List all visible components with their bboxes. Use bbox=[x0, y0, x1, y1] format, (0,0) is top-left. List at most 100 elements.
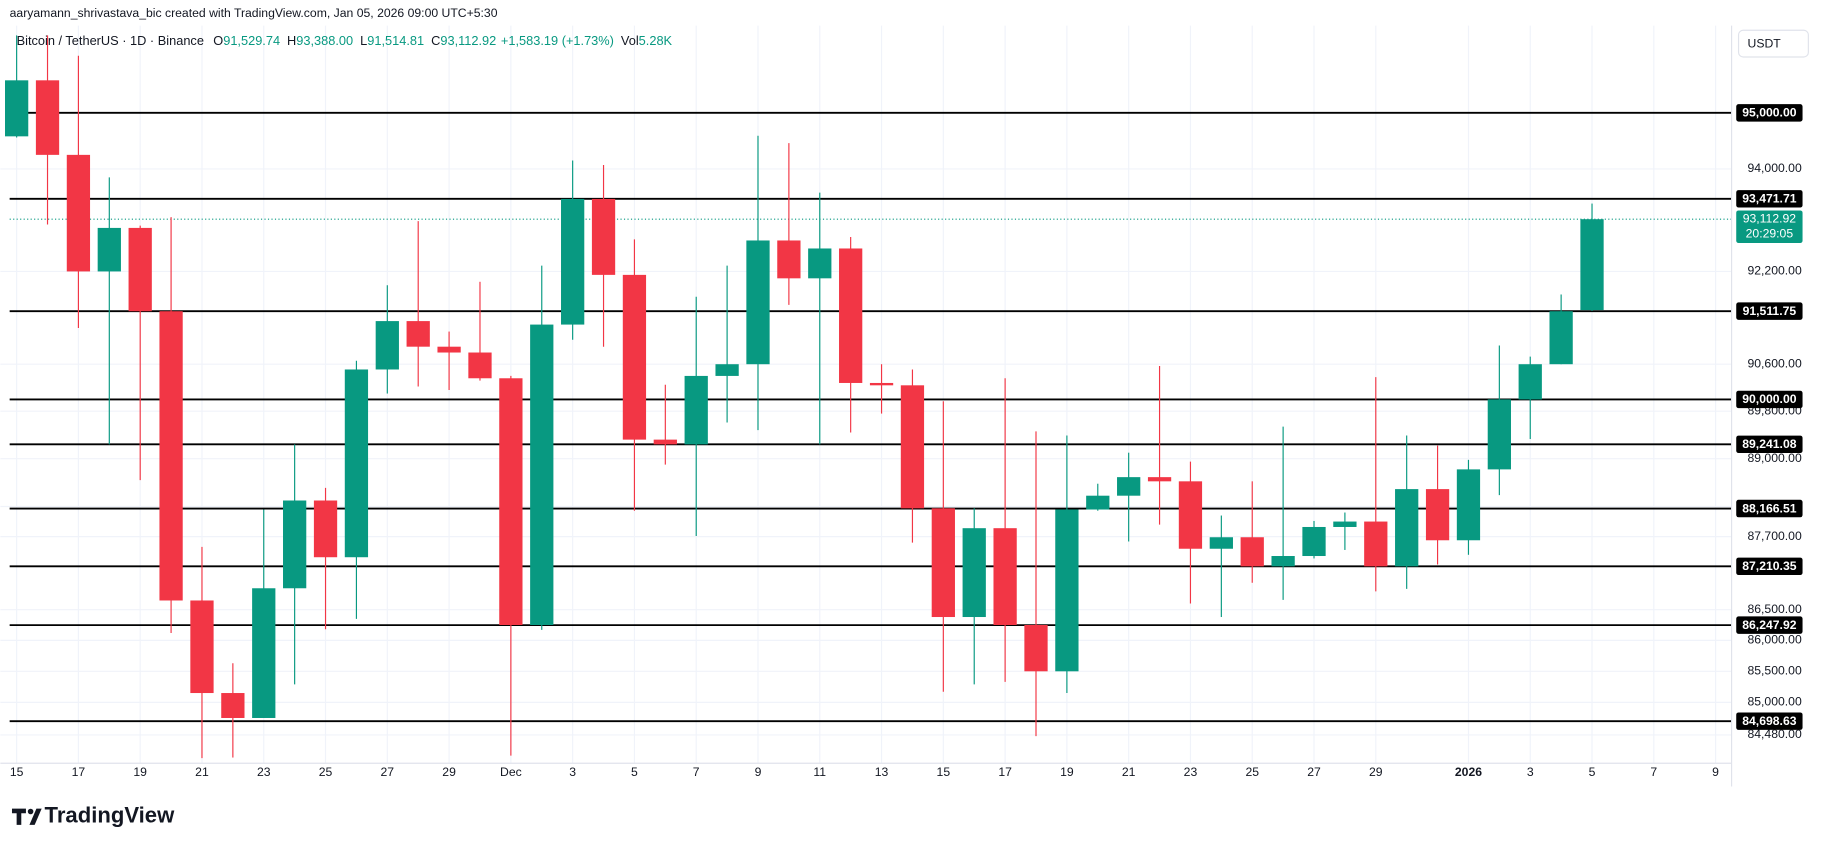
x-tick-label: 13 bbox=[875, 765, 889, 779]
volume-value: 5.28K bbox=[639, 33, 673, 48]
candle-body bbox=[839, 248, 863, 383]
x-tick-label: 15 bbox=[937, 765, 951, 779]
candle-body bbox=[499, 378, 523, 626]
candle-body bbox=[1024, 625, 1048, 672]
candle-layer bbox=[5, 35, 1604, 759]
x-tick-label: 9 bbox=[1712, 765, 1719, 779]
y-tick-label: 92,200.00 bbox=[1747, 264, 1802, 278]
level-label-box bbox=[1736, 616, 1803, 634]
x-tick-label: 7 bbox=[1650, 765, 1657, 779]
x-tick-label: 23 bbox=[257, 765, 271, 779]
ohlc-key: O bbox=[213, 33, 223, 48]
attribution: aaryamann_shrivastava_bic created with T… bbox=[10, 6, 498, 20]
watermark-logo bbox=[11, 808, 42, 825]
level-label: 84,698.63 bbox=[1742, 714, 1797, 728]
x-tick-label: 19 bbox=[1060, 765, 1074, 779]
candle-body bbox=[1487, 399, 1511, 470]
level-label-box bbox=[1736, 302, 1803, 320]
candle-body bbox=[283, 500, 307, 589]
x-tick-label: 27 bbox=[381, 765, 395, 779]
x-tick-label: 27 bbox=[1307, 765, 1321, 779]
candle-body bbox=[931, 508, 955, 618]
y-tick-label: 94,000.00 bbox=[1747, 161, 1802, 175]
x-tick-label: 23 bbox=[1184, 765, 1198, 779]
level-label: 90,000.00 bbox=[1742, 392, 1797, 406]
level-label: 89,241.08 bbox=[1742, 437, 1797, 451]
x-tick-label: 11 bbox=[813, 765, 826, 779]
candle-body bbox=[715, 364, 739, 376]
candle-body bbox=[1425, 489, 1450, 541]
axis-layer: 15 17 19 21 23 25 27 29 Dec 3 5 7 9 11 13 15 17 19 21 23 25 2… bbox=[10, 104, 1803, 779]
candle-body bbox=[313, 500, 338, 558]
candle-body bbox=[1302, 526, 1326, 557]
x-tick-label: 7 bbox=[693, 765, 700, 779]
candle-body bbox=[1209, 537, 1233, 549]
last-price-label: 93,112.92 bbox=[1743, 211, 1797, 225]
candle-body bbox=[622, 274, 647, 440]
candle-body bbox=[869, 382, 894, 386]
y-tick-label: 85,500.00 bbox=[1747, 664, 1802, 678]
candle-body bbox=[777, 240, 801, 279]
candle-body bbox=[159, 311, 183, 601]
candle-body bbox=[35, 80, 60, 155]
level-label-box bbox=[1736, 104, 1803, 122]
last-price-box bbox=[1736, 210, 1803, 244]
candle-body bbox=[653, 439, 677, 445]
level-label: 93,471.71 bbox=[1742, 192, 1797, 206]
level-label: 88,166.51 bbox=[1742, 501, 1797, 515]
candle-body bbox=[993, 528, 1017, 626]
x-tick-label: 17 bbox=[72, 765, 86, 779]
candle-body bbox=[1055, 509, 1079, 672]
ohlc-value: 91,529.74 bbox=[223, 33, 280, 48]
candle-body bbox=[1271, 556, 1295, 567]
x-tick-label: 2026 bbox=[1455, 765, 1482, 779]
candle-body bbox=[437, 346, 461, 353]
candle-body bbox=[1364, 521, 1388, 567]
level-label: 86,247.92 bbox=[1742, 618, 1797, 632]
candle-body bbox=[5, 80, 29, 137]
candle-body bbox=[746, 240, 770, 365]
x-tick-label: 3 bbox=[1527, 765, 1534, 779]
candle-body bbox=[1395, 489, 1419, 567]
x-tick-label: 5 bbox=[1589, 765, 1596, 779]
level-label-box bbox=[1736, 390, 1803, 409]
level-label-box bbox=[1736, 190, 1803, 208]
candle-body bbox=[900, 385, 925, 509]
x-tick-label: 25 bbox=[1245, 765, 1259, 779]
candle-body bbox=[1240, 537, 1264, 567]
symbol: Bitcoin / TetherUS · 1D · Binance bbox=[17, 33, 204, 48]
candle-body bbox=[97, 227, 121, 272]
currency-label[interactable]: USDT bbox=[1748, 36, 1782, 50]
candle-body bbox=[962, 528, 986, 618]
x-tick-label: 25 bbox=[319, 765, 333, 779]
candle-body bbox=[561, 198, 585, 325]
watermark: TradingView bbox=[45, 803, 176, 828]
candle-body bbox=[344, 369, 369, 558]
candle-body bbox=[1518, 364, 1542, 400]
x-tick-label: 29 bbox=[442, 765, 456, 779]
candle-body bbox=[128, 227, 152, 312]
candle-body bbox=[591, 198, 616, 275]
candle-body bbox=[1333, 521, 1357, 527]
y-tick-label: 90,600.00 bbox=[1747, 356, 1802, 370]
currency-button[interactable] bbox=[1737, 29, 1809, 58]
volume-key: Vol bbox=[621, 33, 639, 48]
y-tick-label: 86,000.00 bbox=[1747, 633, 1802, 647]
candle-body bbox=[221, 693, 245, 718]
level-label: 87,210.35 bbox=[1742, 559, 1797, 573]
ohlc-key: C bbox=[431, 33, 440, 48]
x-tick-label: Dec bbox=[500, 765, 522, 779]
level-label: 95,000.00 bbox=[1742, 106, 1797, 120]
level-label-box bbox=[1736, 435, 1803, 454]
legend: Bitcoin / TetherUS · 1D · Binance O91,529… bbox=[17, 33, 673, 48]
y-tick-label: 85,000.00 bbox=[1747, 695, 1802, 709]
candle-body bbox=[1178, 481, 1203, 549]
level-label-box bbox=[1736, 557, 1803, 576]
level-label-box bbox=[1736, 499, 1803, 518]
y-tick-label: 89,000.00 bbox=[1747, 451, 1802, 465]
x-tick-label: 17 bbox=[998, 765, 1012, 779]
x-tick-label: 21 bbox=[195, 765, 209, 779]
candle-body bbox=[808, 248, 832, 279]
